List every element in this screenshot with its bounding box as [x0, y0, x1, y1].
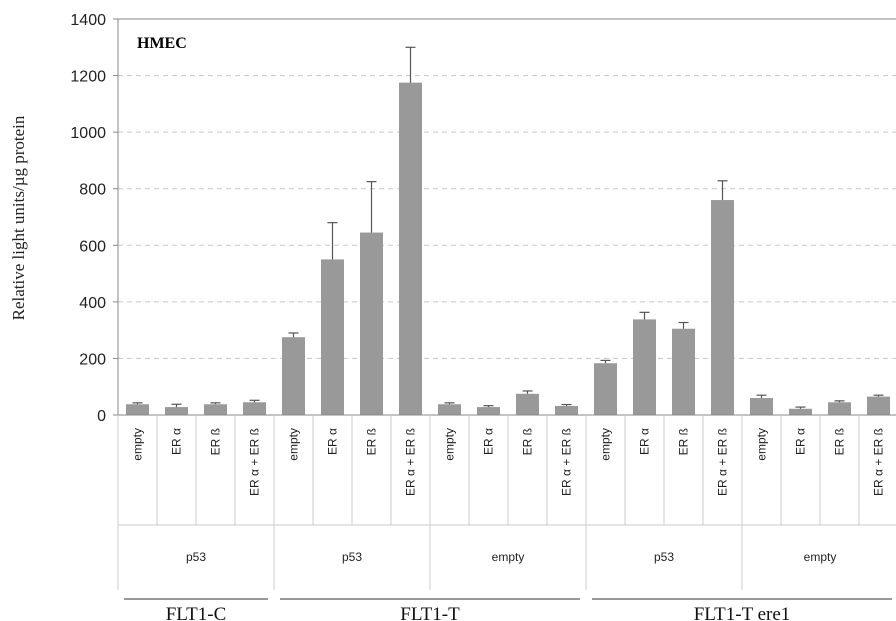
y-tick-label: 1400 [70, 12, 106, 29]
x-tick-label: ER ß [209, 428, 223, 455]
construct-label: FLT1-T ere1 [694, 604, 791, 621]
vector-group-label: empty [804, 550, 837, 564]
bar [672, 328, 695, 415]
x-tick-label: ER ß [365, 428, 379, 455]
gridlines [118, 18, 896, 359]
bar [633, 319, 656, 415]
bar [243, 402, 266, 415]
y-tick-label: 800 [79, 182, 106, 199]
bar [126, 404, 149, 415]
y-tick-label: 1000 [70, 125, 106, 142]
construct-label: FLT1-T [400, 604, 460, 621]
y-tick-label: 400 [79, 295, 106, 312]
x-tick-label: ER ß [833, 428, 847, 455]
x-tick-label: empty [287, 428, 301, 461]
x-tick-label: ER α + ER ß [560, 428, 574, 496]
y-tick-label: 600 [79, 238, 106, 255]
x-tick-label: ER α [326, 428, 340, 455]
bar [594, 363, 617, 415]
x-tick-label: empty [599, 428, 613, 461]
y-tick-label: 1200 [70, 69, 106, 86]
bar [360, 232, 383, 415]
panel-label: HMEC [137, 35, 187, 52]
x-tick-label: empty [755, 428, 769, 461]
x-tick-label: ER α [638, 428, 652, 455]
vector-group-label: p53 [654, 550, 674, 564]
vector-group-label: p53 [342, 550, 362, 564]
y-tick-label: 200 [79, 351, 106, 368]
x-tick-label: ER α + ER ß [872, 428, 886, 496]
bar [867, 396, 890, 415]
bar [282, 337, 305, 415]
bar [321, 259, 344, 415]
bar [438, 404, 461, 415]
x-tick-label: ER ß [521, 428, 535, 455]
x-tick-label: empty [443, 428, 457, 461]
bar [789, 408, 812, 415]
x-tick-label: ER α + ER ß [248, 428, 262, 496]
y-axis-label: Relative light units/µg protein [9, 115, 28, 320]
bar [711, 200, 734, 415]
construct-label: FLT1-C [166, 604, 227, 621]
bar [399, 82, 422, 416]
axes: 0 200 400 600 800 1000 1200 1400 [70, 12, 896, 425]
category-labels: empty ER α ER ß ER α + ER ß empty ER α ER ß ER … [117, 415, 896, 621]
x-tick-label: empty [131, 428, 145, 461]
x-tick-label: ER ß [677, 428, 691, 455]
bar [165, 407, 188, 415]
bar [477, 407, 500, 415]
x-tick-label: ER α [170, 428, 184, 455]
y-tick-label: 0 [97, 408, 106, 425]
bar [750, 398, 773, 415]
vector-group-label: p53 [186, 550, 206, 564]
bar [204, 404, 227, 415]
vector-group-label: empty [492, 550, 525, 564]
x-tick-label: ER α + ER ß [716, 428, 730, 496]
x-tick-label: ER α [482, 428, 496, 455]
x-tick-label: ER α + ER ß [404, 428, 418, 496]
bar [828, 402, 851, 415]
x-tick-label: ER α [794, 428, 808, 455]
bar [555, 405, 578, 415]
bar [516, 393, 539, 415]
bars [126, 46, 890, 416]
